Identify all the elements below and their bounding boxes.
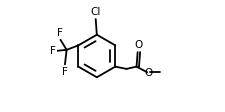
Text: F: F bbox=[62, 67, 68, 77]
Text: O: O bbox=[135, 40, 143, 50]
Text: F: F bbox=[50, 46, 56, 56]
Text: F: F bbox=[57, 28, 63, 38]
Text: Cl: Cl bbox=[90, 7, 100, 17]
Text: O: O bbox=[145, 68, 153, 78]
